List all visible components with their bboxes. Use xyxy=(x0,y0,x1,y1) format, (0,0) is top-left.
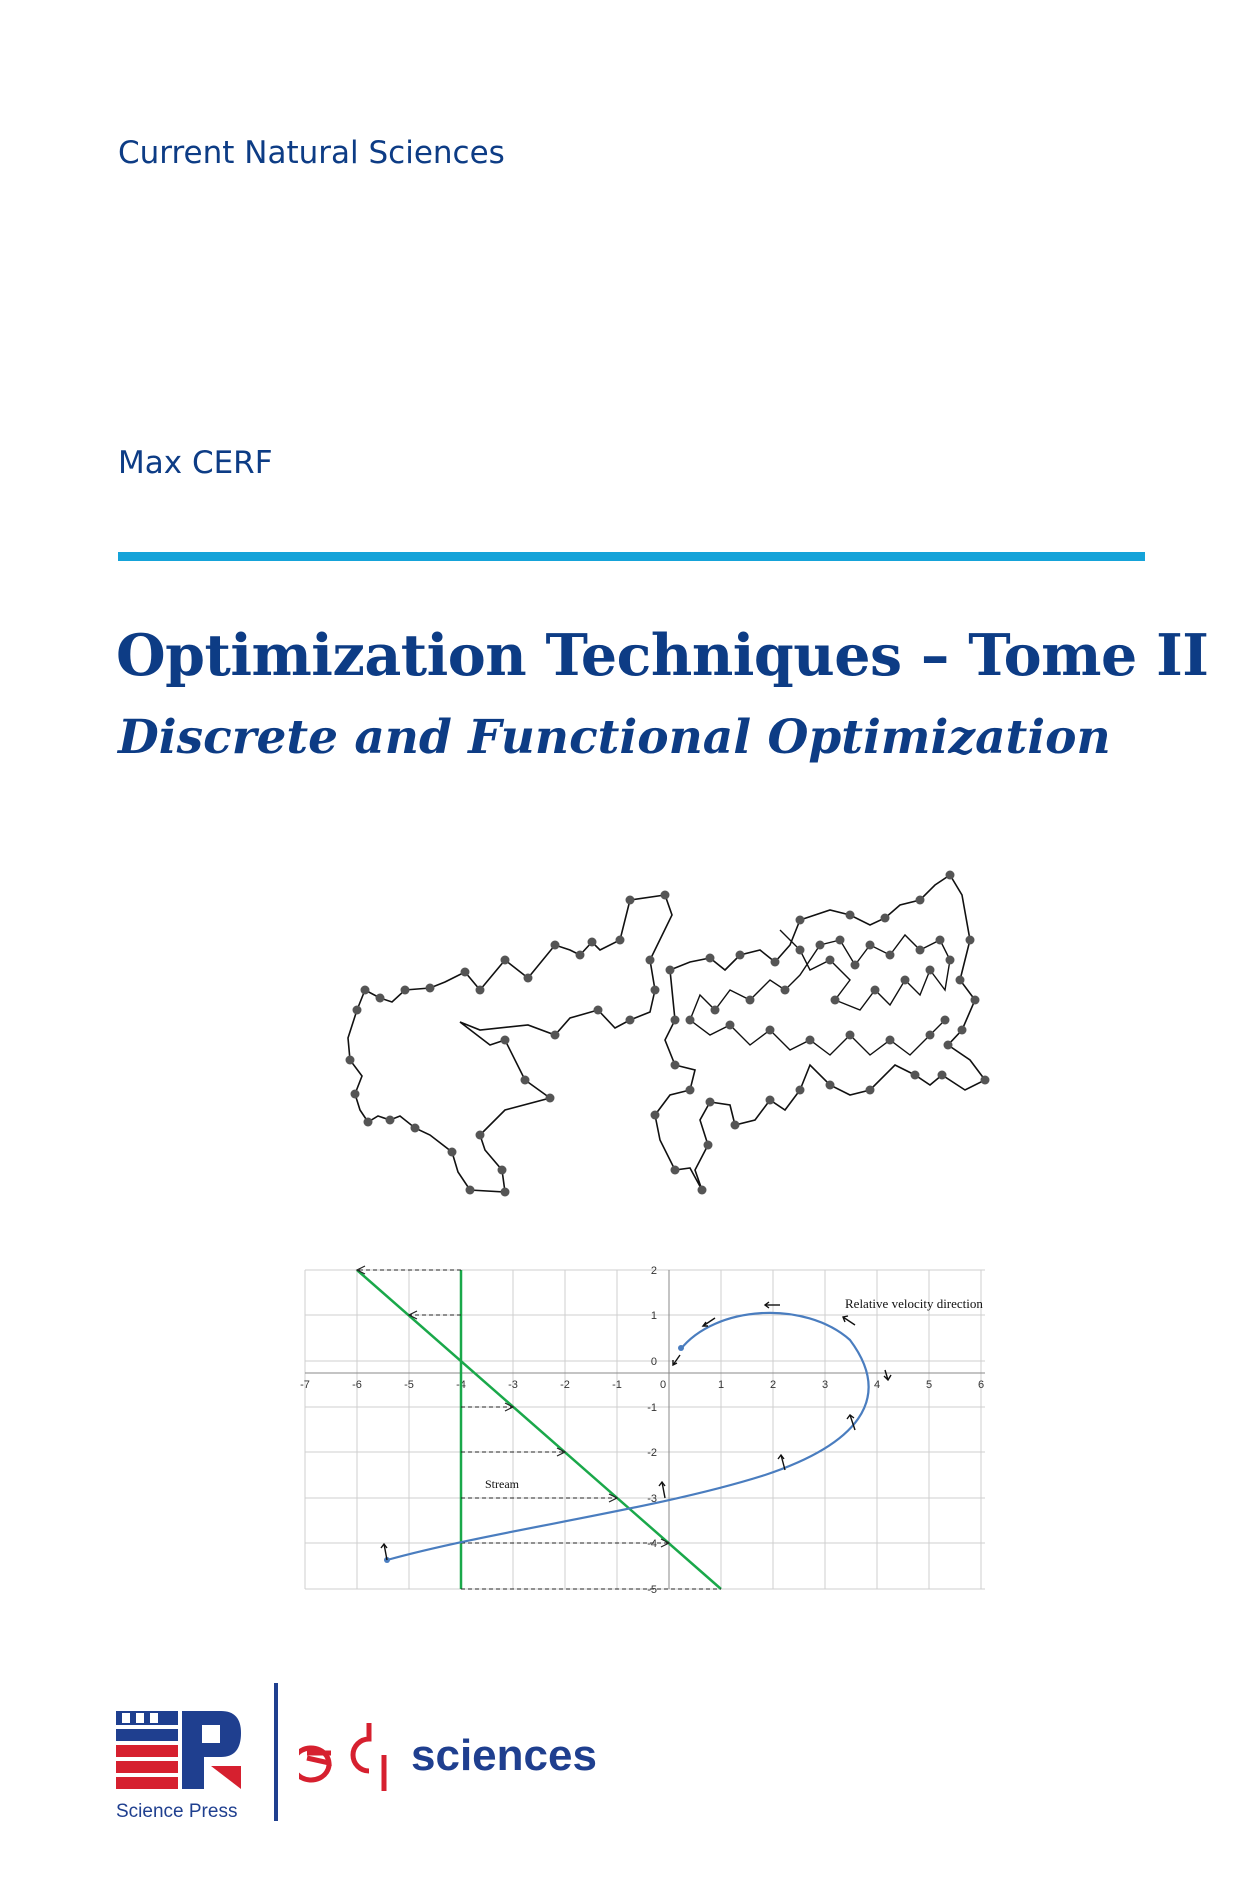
edp-sciences-wordmark: sciences xyxy=(411,1731,597,1780)
y-tick: -4 xyxy=(647,1538,657,1550)
y-tick: -3 xyxy=(647,1493,657,1505)
stream-annotation: Stream xyxy=(485,1477,520,1491)
x-tick: 4 xyxy=(874,1379,880,1391)
x-tick-labels: -7 -6 -5 -4 -3 -2 -1 0 1 2 3 4 5 6 xyxy=(300,1379,984,1391)
y-tick: 1 xyxy=(651,1310,657,1322)
y-tick: -1 xyxy=(647,1402,657,1414)
y-tick-labels: 2 1 0 -1 -2 -3 -4 -5 xyxy=(647,1265,657,1596)
x-tick: 0 xyxy=(660,1379,666,1391)
y-tick: 2 xyxy=(651,1265,657,1277)
logo-divider xyxy=(274,1683,278,1821)
x-tick: 6 xyxy=(978,1379,984,1391)
y-tick: -5 xyxy=(647,1584,657,1596)
x-tick: 3 xyxy=(822,1379,828,1391)
science-press-logo xyxy=(116,1711,241,1789)
title-rule xyxy=(118,552,1145,561)
trajectory-curve xyxy=(386,1311,870,1562)
tour-cities xyxy=(345,870,990,1197)
stream-diagonal-line xyxy=(356,1269,722,1590)
x-tick: -3 xyxy=(508,1379,518,1391)
publisher-logos: Science Press sciences xyxy=(116,1683,616,1823)
book-title: Optimization Techniques – Tome II xyxy=(116,622,1209,689)
edp-logo xyxy=(299,1723,387,1791)
science-press-caption: Science Press xyxy=(116,1801,238,1822)
plot-grid xyxy=(304,1269,985,1590)
velocity-plot: -7 -6 -5 -4 -3 -2 -1 0 1 2 3 4 5 6 2 1 0… xyxy=(300,1265,985,1596)
book-subtitle: Discrete and Functional Optimization xyxy=(118,710,1111,765)
x-tick: -7 xyxy=(300,1379,310,1391)
stream-arrowheads xyxy=(355,1265,671,1548)
x-tick: -5 xyxy=(404,1379,414,1391)
tour-path xyxy=(347,894,673,1193)
velocity-direction-arrows xyxy=(380,1301,892,1561)
x-tick: -1 xyxy=(612,1379,622,1391)
series-name: Current Natural Sciences xyxy=(118,135,505,171)
x-tick: 1 xyxy=(718,1379,724,1391)
y-tick: 0 xyxy=(651,1356,657,1368)
x-tick: 5 xyxy=(926,1379,932,1391)
x-tick: -6 xyxy=(352,1379,362,1391)
x-tick: -2 xyxy=(560,1379,570,1391)
stream-arrows xyxy=(357,1269,721,1590)
tour-map-illustration xyxy=(345,870,990,1197)
y-tick: -2 xyxy=(647,1447,657,1459)
velocity-annotation: Relative velocity direction xyxy=(845,1296,983,1311)
trajectory-end-dot xyxy=(678,1345,684,1351)
x-tick: 2 xyxy=(770,1379,776,1391)
author-name: Max CERF xyxy=(118,445,273,481)
